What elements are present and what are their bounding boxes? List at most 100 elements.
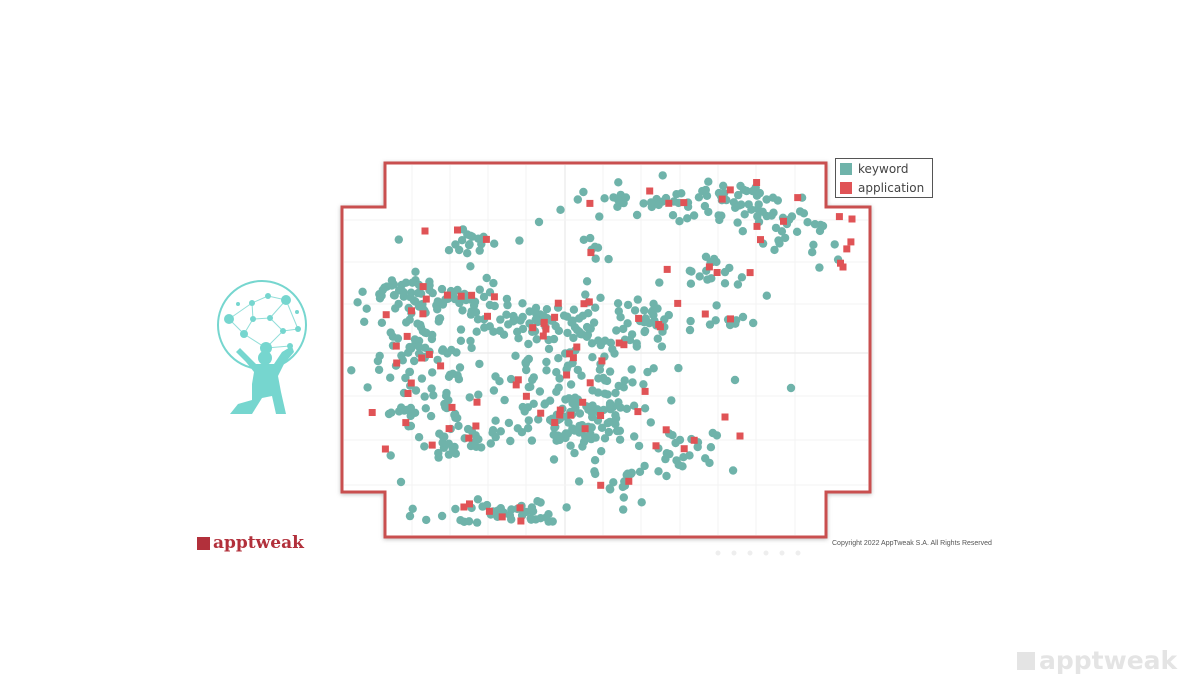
keyword-point [620,376,629,385]
application-point [514,376,522,384]
application-point [554,299,562,307]
keyword-point [570,448,579,458]
keyword-point [795,207,805,216]
keyword-point [414,433,424,442]
application-point [382,311,390,319]
keyword-point [654,467,663,476]
keyword-point [604,427,614,437]
keyword-point [408,278,417,287]
keyword-point [555,435,564,445]
keyword-point [549,455,559,464]
keyword-point [755,188,764,198]
keyword-point [411,386,421,395]
keyword-point [428,330,437,340]
keyword-point [373,356,383,366]
keyword-point [475,285,484,294]
keyword-point [689,211,699,220]
legend-label-keyword: keyword [858,162,909,176]
application-point [540,318,548,326]
application-point [655,321,663,328]
chart-legend: keyword application [835,158,933,198]
keyword-point [595,212,604,221]
legend-item-keyword: keyword [840,161,909,177]
keyword-point [445,370,455,379]
keyword-point [549,430,558,439]
keyword-point [413,319,422,328]
application-point [484,312,491,320]
keyword-point [452,348,461,357]
keyword-point [575,409,585,418]
keyword-point [566,380,576,389]
keyword-point [640,461,649,471]
keyword-point [518,299,527,308]
keyword-point [450,442,459,452]
keyword-point [420,392,429,401]
keyword-point [475,246,484,255]
keyword-point [394,235,403,244]
keyword-point [573,365,582,375]
application-point [726,186,734,194]
keyword-point [414,302,424,311]
keyword-point [428,368,437,377]
keyword-point [649,364,658,373]
application-point [597,481,605,489]
keyword-point [612,326,621,335]
keyword-point [687,267,696,276]
keyword-point [588,401,597,410]
application-point [448,403,456,411]
application-point [848,215,856,223]
keyword-point [590,456,600,465]
keyword-point [622,404,631,413]
keyword-point [705,320,715,329]
apptweak-watermark: apptweak [1017,646,1177,675]
keyword-point [535,387,545,396]
application-point [663,265,671,273]
keyword-point [693,442,702,452]
application-point [512,381,520,389]
keyword-point [450,409,460,419]
keyword-point [425,281,434,290]
application-point [794,194,802,202]
application-point [641,387,649,395]
keyword-point [739,185,748,194]
application-point [498,513,506,521]
keyword-point [486,439,495,448]
application-point [556,411,564,419]
application-point [680,445,688,453]
keyword-point [482,273,491,283]
keyword-point [473,495,483,504]
keyword-point [396,477,406,487]
application-point [586,199,594,207]
faint-dot-row [715,550,801,556]
keyword-point [378,285,387,295]
keyword-point [554,326,564,335]
application-point [634,408,642,416]
keyword-point [511,315,520,324]
keyword-point [675,217,684,226]
keyword-point [683,214,692,223]
keyword-point [507,515,516,524]
application-point [428,441,436,449]
keyword-point [479,292,489,302]
application-point [466,500,473,508]
keyword-point [671,438,680,448]
keyword-point [455,245,464,255]
application-point [408,307,415,315]
keyword-point [458,306,467,315]
keyword-point [491,432,500,442]
keyword-point [496,427,505,436]
keyword-point [634,441,644,451]
application-point [718,195,726,203]
atlas-globe-icon [217,280,307,414]
keyword-point [589,318,599,327]
keyword-point [738,227,747,236]
application-point [579,398,587,406]
keyword-point [579,187,588,197]
keyword-point [615,435,625,444]
keyword-point [454,421,463,431]
keyword-point [539,312,548,321]
keyword-point [454,375,464,384]
keyword-point [455,363,465,372]
keyword-point [595,365,605,374]
